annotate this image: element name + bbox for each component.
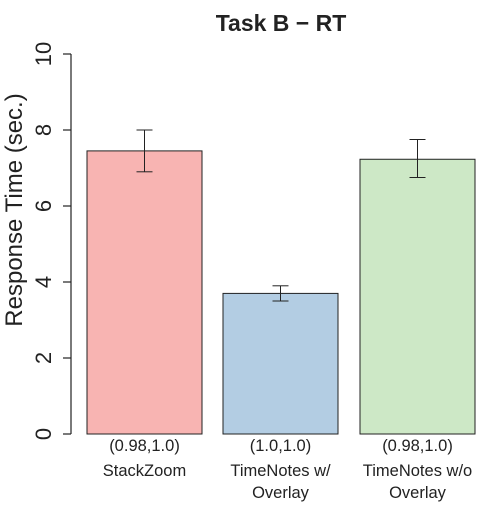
x-tick-label: TimeNotes w/: [230, 462, 331, 480]
x-tick-label: StackZoom: [103, 462, 186, 480]
y-tick-label: 10: [31, 42, 56, 66]
y-tick-label: 8: [31, 124, 56, 136]
bar: [359, 158, 476, 435]
bar-annotation: (1.0,1.0): [250, 437, 311, 455]
y-tick-label: 4: [31, 276, 56, 288]
x-tick-label: Overlay: [389, 484, 447, 502]
y-tick-label: 2: [31, 352, 56, 364]
bar-annotation: (0.98,1.0): [382, 437, 453, 455]
x-tick-label: Overlay: [252, 484, 310, 502]
bar-annotation: (0.98,1.0): [109, 437, 180, 455]
x-axis-labels: (0.98,1.0) StackZoom (1.0,1.0) TimeNotes w/…: [103, 437, 472, 502]
chart-title: Task B − RT: [216, 10, 347, 36]
bar: [86, 150, 203, 435]
bar: [222, 292, 339, 435]
y-axis-label: Response Time (sec.): [1, 93, 28, 326]
y-tick-label: 6: [31, 200, 56, 212]
x-tick-label: TimeNotes w/o: [363, 462, 472, 480]
bars: [86, 129, 476, 435]
y-axis-ticks: 0 2 4 6 8 10: [31, 42, 71, 440]
y-tick-label: 0: [31, 428, 56, 440]
